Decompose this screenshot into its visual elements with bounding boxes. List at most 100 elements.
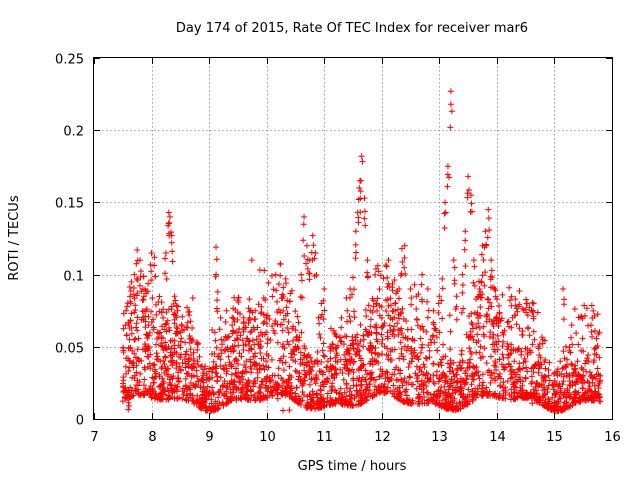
data-point — [546, 398, 553, 405]
data-point — [255, 301, 262, 308]
data-point — [140, 273, 147, 280]
data-point — [134, 355, 141, 362]
data-point — [165, 395, 172, 402]
data-point — [450, 370, 457, 377]
data-point — [390, 307, 397, 314]
data-point — [426, 354, 433, 361]
data-point — [334, 352, 341, 359]
data-point — [454, 365, 461, 372]
data-point — [418, 296, 425, 303]
data-point — [384, 388, 391, 395]
data-point — [126, 325, 133, 332]
data-point — [462, 237, 469, 244]
data-point — [327, 355, 334, 362]
data-point — [248, 257, 255, 264]
data-point — [229, 314, 236, 321]
data-point — [313, 390, 320, 397]
data-point — [401, 242, 408, 249]
data-point — [462, 401, 469, 408]
data-point — [179, 313, 186, 320]
data-point — [337, 334, 344, 341]
data-point — [374, 351, 381, 358]
data-point — [152, 301, 159, 308]
data-point — [241, 324, 248, 331]
data-point — [465, 386, 472, 393]
data-point — [569, 362, 576, 369]
data-point — [479, 272, 486, 279]
data-point — [187, 352, 194, 359]
data-point — [329, 386, 336, 393]
data-point — [122, 393, 129, 400]
data-point — [247, 329, 254, 336]
data-point — [144, 332, 151, 339]
data-point — [148, 394, 155, 401]
data-point — [194, 358, 201, 365]
data-point — [487, 273, 494, 280]
data-point — [577, 314, 584, 321]
data-point — [210, 358, 217, 365]
data-point — [167, 349, 174, 356]
data-point — [273, 287, 280, 294]
data-point — [364, 257, 371, 264]
data-point — [156, 371, 163, 378]
data-point — [560, 286, 567, 293]
data-point — [150, 316, 157, 323]
data-point — [292, 358, 299, 365]
data-point — [453, 371, 460, 378]
data-point — [463, 331, 470, 338]
data-point — [153, 311, 160, 318]
data-point — [181, 388, 188, 395]
data-point — [336, 390, 343, 397]
data-point — [416, 400, 423, 407]
data-point — [446, 312, 453, 319]
data-point — [398, 325, 405, 332]
data-point — [150, 362, 157, 369]
data-point — [350, 382, 357, 389]
data-point — [174, 375, 181, 382]
data-point — [391, 346, 398, 353]
data-point — [182, 396, 189, 403]
data-point — [574, 358, 581, 365]
data-point — [546, 359, 553, 366]
data-point — [459, 289, 466, 296]
data-point — [147, 391, 154, 398]
data-point — [256, 383, 263, 390]
data-point — [480, 257, 487, 264]
data-point — [285, 318, 292, 325]
data-point — [560, 378, 567, 385]
data-point — [561, 391, 568, 398]
data-point — [372, 271, 379, 278]
data-point — [472, 385, 479, 392]
data-point — [169, 248, 176, 255]
data-point — [204, 407, 211, 414]
data-point — [168, 345, 175, 352]
data-point — [510, 379, 517, 386]
data-point — [337, 399, 344, 406]
data-point — [194, 396, 201, 403]
data-point — [399, 259, 406, 266]
data-point — [125, 399, 132, 406]
data-point — [585, 351, 592, 358]
data-point — [430, 319, 437, 326]
data-point — [246, 308, 253, 315]
data-point — [143, 288, 150, 295]
data-point — [451, 280, 458, 287]
data-point — [470, 257, 477, 264]
data-point — [385, 312, 392, 319]
data-point — [578, 365, 585, 372]
data-point — [384, 345, 391, 352]
data-point — [590, 397, 597, 404]
data-point — [352, 241, 359, 248]
data-point — [514, 308, 521, 315]
data-point — [133, 382, 140, 389]
data-point — [157, 390, 164, 397]
data-point — [229, 343, 236, 350]
data-point — [401, 398, 408, 405]
data-point — [233, 335, 240, 342]
data-point — [444, 183, 451, 190]
data-point — [124, 303, 131, 310]
data-point — [214, 353, 221, 360]
x-tick-label: 11 — [316, 430, 333, 445]
data-point — [368, 369, 375, 376]
data-point — [551, 379, 558, 386]
